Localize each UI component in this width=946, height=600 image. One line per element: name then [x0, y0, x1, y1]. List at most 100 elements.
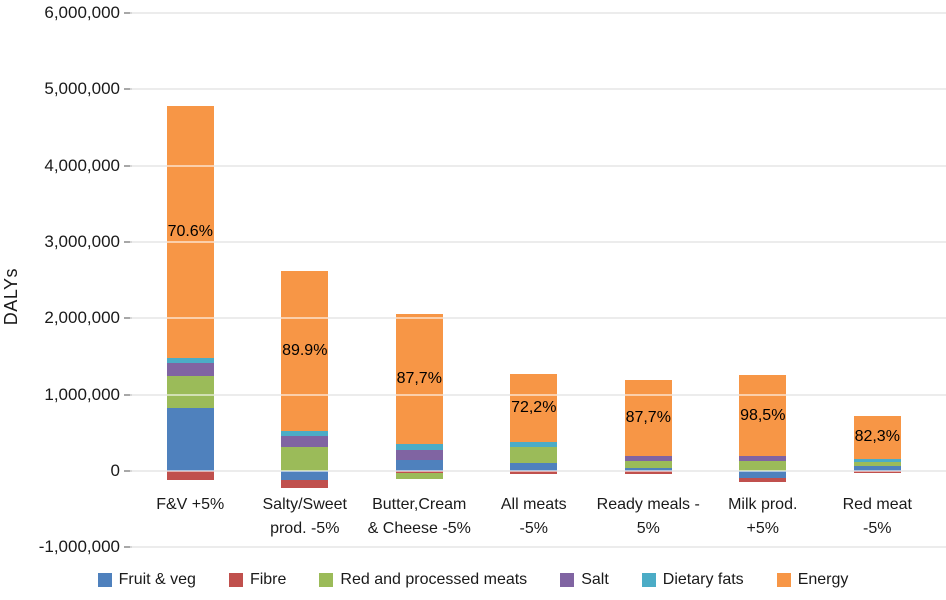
bar-percent-label: 72,2% [511, 399, 557, 417]
x-axis-category-line: prod. -5% [270, 520, 340, 537]
x-axis-category-line: All meats [500, 496, 567, 513]
x-axis-category-line: 5% [636, 520, 660, 537]
y-tick-label: 4,000,000 [44, 155, 120, 175]
legend-item: Dietary fats [641, 571, 744, 589]
bar-segment-fibre [166, 471, 214, 481]
bar-segment-fruit-veg [853, 466, 901, 471]
legend-swatch [560, 573, 575, 587]
bar-percent-label: 82,3% [854, 428, 900, 446]
gridline-overlay [130, 164, 946, 167]
bar-percent-label: 89.9% [282, 342, 328, 360]
x-axis-category-line: +5% [746, 520, 779, 537]
bar-segment-fruit-veg [624, 467, 672, 471]
bar-segment-dietary-fats [395, 443, 443, 451]
bar-segment-red-and-processed-meats [853, 462, 901, 467]
legend-swatch [228, 573, 243, 587]
bar-segment-red-and-processed-meats [166, 375, 214, 408]
x-axis-category-line: -5% [863, 520, 892, 537]
gridline-overlay [130, 241, 946, 243]
bar-segment-dietary-fats [853, 459, 901, 463]
y-tick-label: 1,000,000 [44, 384, 120, 404]
x-axis-category-label: Milk prod. +5% [701, 493, 825, 541]
legend-item: Fruit & veg [97, 571, 196, 589]
legend: Fruit & veg Fibre Red and processed meats S… [0, 566, 946, 594]
axis-tick [124, 241, 132, 243]
x-axis-category-line: F&V +5% [156, 496, 225, 513]
legend-label: Salt [581, 571, 609, 588]
bar-segment-fruit-veg [281, 471, 329, 481]
x-axis-category-line: & Cheese -5% [367, 520, 471, 537]
bar-segment-fruit-veg [166, 407, 214, 471]
x-axis-category-line: Milk prod. [728, 496, 798, 513]
bar-segment-fruit-veg [510, 463, 558, 471]
bar-segment-salt [281, 435, 329, 447]
bar-percent-label: 87,7% [396, 369, 442, 387]
bar-segment-salt [739, 456, 787, 462]
gridline-overlay [130, 470, 946, 472]
x-axis-category-line: Butter,Cream [372, 496, 467, 513]
bar-segment-fibre [510, 471, 558, 475]
gridline-overlay [130, 88, 946, 91]
bar-percent-label: 70.6% [167, 223, 213, 241]
bar-segment-fruit-veg [739, 471, 787, 478]
bar-percent-label: 87,7% [625, 408, 671, 426]
y-tick-label: 2,000,000 [44, 308, 120, 328]
y-tick-label: 3,000,000 [44, 232, 120, 251]
bar-segment-dietary-fats [510, 441, 558, 447]
x-axis-category-label: Butter,Cream & Cheese -5% [357, 493, 481, 541]
legend-label: Dietary fats [662, 571, 744, 588]
gridline-overlay [130, 317, 946, 320]
legend-label: Fibre [249, 571, 287, 588]
legend-item: Salt [560, 571, 609, 589]
legend-label: Energy [797, 571, 849, 588]
axis-tick [124, 12, 132, 14]
bar-segment-red-and-processed-meats [395, 472, 443, 480]
gridline-overlay [130, 12, 946, 14]
axis-tick [124, 88, 132, 91]
gridline-overlay [130, 546, 946, 549]
bar-segment-fibre [624, 471, 672, 475]
bar-segment-red-and-processed-meats [510, 446, 558, 464]
y-tick-label: -1,000,000 [38, 537, 120, 557]
bar-segment-red-and-processed-meats [281, 446, 329, 471]
x-axis-category-line: Ready meals - [596, 496, 700, 513]
x-axis-category-label: Salty/Sweet prod. -5% [243, 493, 367, 541]
axis-tick [124, 470, 132, 472]
bar-segment-energy [624, 379, 672, 457]
x-axis-category-label: All meats -5% [472, 493, 596, 541]
axis-tick [124, 546, 132, 549]
x-axis-category-line: Red meat [842, 496, 912, 513]
bar-segment-salt [166, 362, 214, 376]
x-axis-category-label: F&V +5% [128, 493, 252, 517]
bar-segment-energy [281, 271, 329, 432]
bar-segment-dietary-fats [166, 358, 214, 363]
x-axis-category-line: Salty/Sweet [262, 496, 347, 513]
legend-swatch [776, 573, 791, 587]
bar-segment-fibre [281, 480, 329, 488]
bar-segment-red-and-processed-meats [624, 461, 672, 468]
bar-percent-label: 98,5% [740, 406, 786, 424]
bar-segment-fruit-veg [395, 460, 443, 471]
legend-item: Red and processed meats [319, 571, 527, 589]
x-axis-category-line: -5% [519, 520, 548, 537]
bar-segment-salt [624, 456, 672, 462]
y-tick-label: 5,000,000 [44, 79, 120, 99]
bar-segment-fibre [739, 477, 787, 483]
bar-segment-energy [510, 374, 558, 442]
axis-tick [124, 164, 132, 167]
legend-swatch [97, 573, 112, 587]
axis-tick [124, 317, 132, 320]
legend-label: Fruit & veg [118, 571, 196, 588]
axis-tick [124, 393, 132, 396]
y-tick-label: 6,000,000 [44, 3, 120, 22]
bar-segment-energy [166, 106, 214, 359]
bar-segment-dietary-fats [281, 431, 329, 436]
bar-segment-energy [853, 415, 901, 459]
bar-segment-salt [395, 450, 443, 461]
x-axis-category-label: Ready meals - 5% [586, 493, 710, 541]
x-axis-category-label: Red meat -5% [815, 493, 939, 541]
legend-item: Fibre [228, 571, 287, 589]
legend-label: Red and processed meats [340, 571, 528, 588]
bar-segment-energy [395, 313, 443, 444]
